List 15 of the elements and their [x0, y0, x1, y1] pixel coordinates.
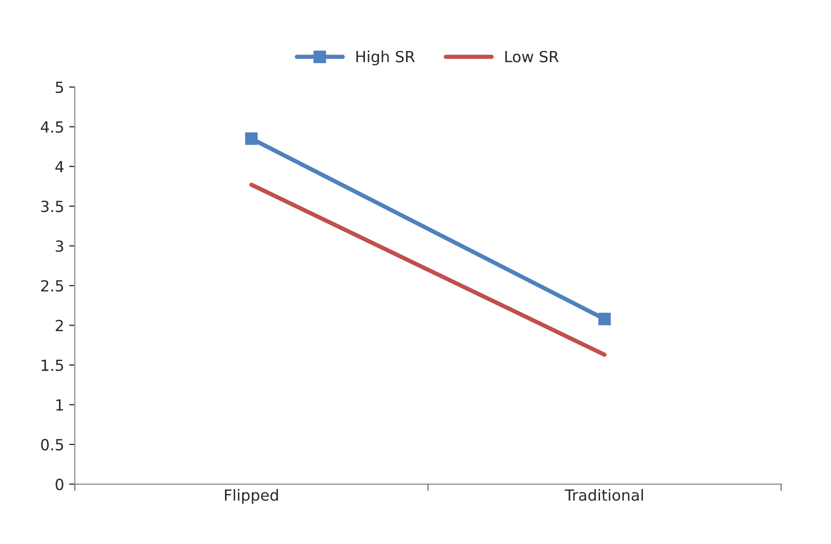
- y-tick-label: 3.5: [41, 200, 64, 212]
- y-tick-label: 3: [56, 240, 64, 252]
- y-tick-label: 4: [55, 161, 64, 172]
- y-tick-label: 1.5: [42, 360, 64, 372]
- y-tick-label: 5: [56, 82, 64, 94]
- y-tick-label: 1: [56, 399, 63, 411]
- legend-label: High SR: [356, 50, 415, 66]
- y-tick-label: 2: [56, 320, 63, 332]
- y-tick-label: 4.5: [40, 121, 64, 133]
- y-tick-label: 2.5: [41, 280, 64, 292]
- x-tick-label: Traditional: [564, 489, 643, 501]
- x-tick-label: Flipped: [224, 489, 278, 504]
- y-tick-label: 0.5: [41, 438, 64, 450]
- legend-label: Low SR: [505, 50, 559, 62]
- y-tick-label: 0: [56, 478, 64, 490]
